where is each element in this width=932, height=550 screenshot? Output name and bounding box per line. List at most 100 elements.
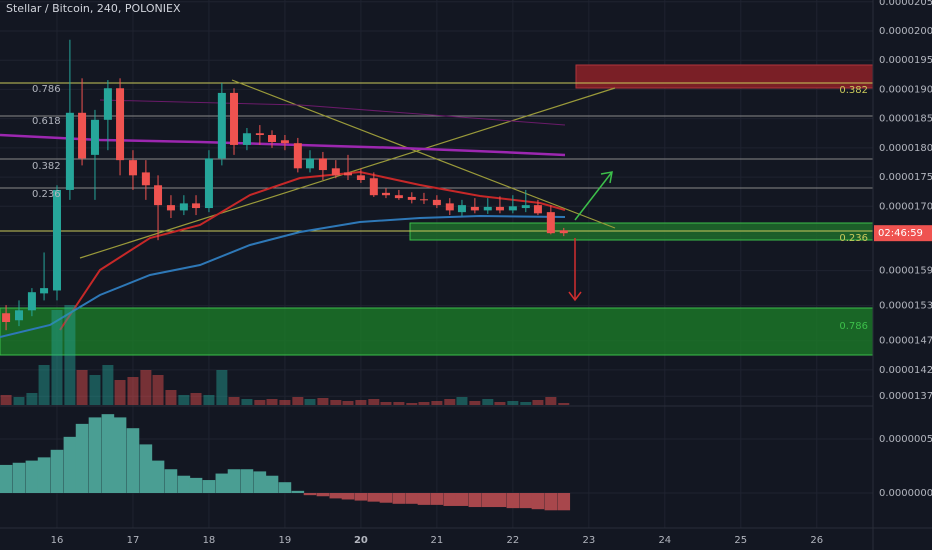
candle-body	[166, 205, 175, 211]
candle-body	[230, 92, 239, 145]
volume-bar	[456, 397, 468, 405]
candle-body	[78, 112, 87, 159]
histogram-bar	[126, 428, 140, 494]
histogram-bar	[227, 469, 241, 494]
candle-body	[14, 310, 23, 321]
resistance-zone	[575, 64, 874, 89]
histogram-bar	[0, 464, 13, 494]
volume-bar	[558, 403, 570, 405]
candle-body	[343, 172, 352, 176]
candle-body	[204, 158, 213, 209]
volume-bar	[292, 397, 304, 405]
volume-bar	[545, 397, 557, 405]
histogram-bar	[202, 480, 216, 494]
candle-body	[40, 288, 49, 294]
candle-body	[318, 158, 327, 171]
price-tag	[874, 225, 932, 242]
volume-bar	[178, 395, 190, 405]
volume-bar	[13, 397, 25, 405]
zone-label: 0.786	[839, 321, 868, 332]
histogram-bar	[506, 493, 520, 509]
fib-label: 0.382	[32, 161, 61, 172]
x-tick-label: 19	[279, 535, 292, 546]
candle-body	[432, 199, 441, 206]
x-tick-label: 23	[582, 535, 595, 546]
histogram-bar	[531, 493, 545, 510]
support-zone	[0, 307, 874, 356]
candle-body	[305, 158, 314, 169]
volume-bar	[102, 365, 114, 405]
candle-body	[179, 203, 188, 211]
histogram-bar	[253, 471, 267, 494]
x-tick-label: 25	[734, 535, 747, 546]
fib-label: 0.618	[32, 116, 61, 127]
histogram-bar	[265, 475, 279, 494]
volume-bar	[469, 401, 481, 405]
histogram-bar	[151, 460, 165, 494]
histogram-bar	[329, 493, 343, 499]
volume-bar	[406, 403, 418, 405]
volume-bar	[190, 393, 202, 405]
fib-label: 0.786	[32, 84, 61, 95]
candle-body	[293, 143, 302, 169]
countdown: 02:46:59	[878, 228, 923, 239]
histogram-bar	[240, 469, 254, 494]
histogram-bar	[177, 475, 191, 494]
x-tick-label: 16	[51, 535, 64, 546]
histogram-bar	[291, 490, 305, 494]
volume-bar	[532, 400, 544, 405]
histogram-bar	[75, 423, 89, 494]
candle-body	[280, 140, 289, 144]
x-tick-label: 24	[658, 535, 671, 546]
volume-bar	[216, 370, 228, 405]
histogram-bar	[88, 417, 102, 494]
candle-body	[483, 206, 492, 211]
histogram-bar	[430, 493, 444, 505]
histogram-bar	[316, 493, 330, 497]
candle-body	[495, 206, 504, 211]
candle-body	[369, 178, 378, 196]
volume-bar	[418, 402, 430, 405]
candle-body	[445, 203, 454, 211]
histogram-bar	[341, 493, 355, 500]
candle-body	[521, 205, 530, 209]
histogram-bar	[493, 493, 507, 508]
histogram-bar	[557, 493, 571, 511]
histogram-bar	[50, 449, 64, 494]
volume-bar	[165, 390, 177, 405]
x-tick-label: 17	[127, 535, 140, 546]
candle-body	[90, 119, 99, 155]
volume-bar	[482, 399, 494, 405]
histogram-bar	[367, 493, 381, 502]
volume-bar	[228, 397, 240, 405]
histogram-bar	[443, 493, 457, 506]
volume-bar	[355, 400, 367, 405]
volume-bar	[431, 401, 443, 405]
volume-bar	[507, 401, 519, 405]
candle-body	[381, 192, 390, 196]
candle-body	[394, 195, 403, 199]
x-tick-label: 22	[506, 535, 519, 546]
candle-body	[268, 135, 277, 143]
volume-bar	[0, 395, 12, 405]
x-tick-label: 20	[354, 535, 368, 546]
histogram-bar	[189, 477, 203, 494]
volume-bar	[380, 402, 392, 405]
candle-body	[217, 92, 226, 159]
marks	[0, 39, 571, 511]
candle-body	[116, 88, 125, 161]
histogram-bar	[215, 473, 229, 494]
histogram-bar	[405, 493, 419, 504]
candle-body	[419, 199, 428, 201]
histogram-bar	[544, 493, 558, 511]
volume-bar	[520, 402, 532, 405]
